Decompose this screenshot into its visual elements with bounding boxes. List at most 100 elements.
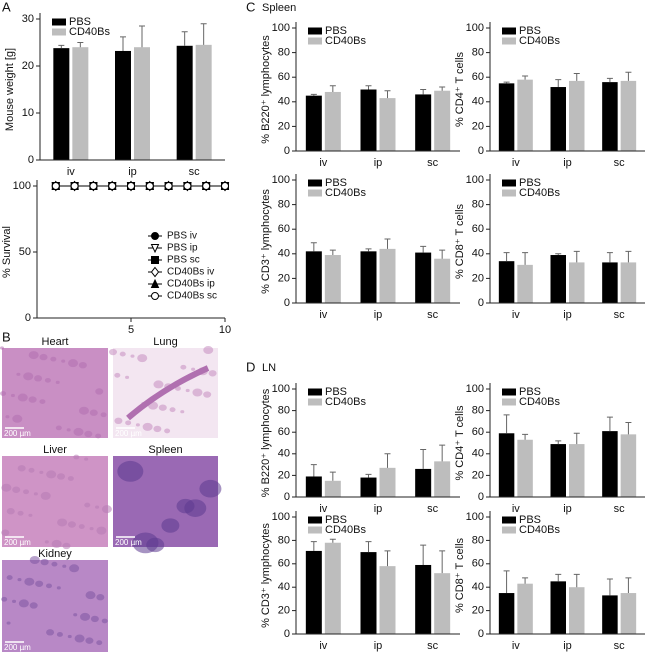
tissue-texture (44, 540, 49, 544)
tissue-texture (39, 353, 48, 361)
tissue-texture (68, 359, 79, 368)
bar (550, 255, 566, 303)
tissue-texture (142, 422, 153, 431)
error-bar (555, 573, 562, 582)
tissue-texture (73, 613, 78, 617)
tissue-texture (119, 351, 126, 357)
x-tick-label: sc (427, 157, 439, 169)
scale-label: 200 µm (115, 538, 142, 547)
legend-swatch (308, 179, 322, 187)
legend-label: CD40Bs (519, 396, 560, 408)
error-bar (625, 421, 632, 435)
panel-title: LN (262, 362, 276, 374)
bar (360, 552, 377, 634)
y-tick-label: 100 (466, 383, 484, 395)
tissue-texture (153, 380, 164, 389)
point (221, 182, 229, 190)
y-tick-label: 0 (284, 491, 290, 503)
error-bar (58, 44, 65, 49)
image-label: Lung (153, 336, 177, 348)
legend-marker (151, 292, 159, 300)
bar (498, 593, 515, 634)
tissue-texture (46, 629, 55, 636)
y-axis-label: % Survival (1, 226, 13, 278)
x-tick-label: ip (563, 309, 572, 321)
y-tick-label: 20 (472, 469, 484, 481)
error-bar (365, 85, 372, 90)
tissue-texture (24, 577, 35, 586)
bar (305, 251, 322, 303)
point (202, 182, 211, 190)
error-bar (573, 573, 580, 588)
x-tick-label: sc (614, 309, 626, 321)
bar (379, 248, 396, 303)
y-tick-label: 100 (272, 22, 290, 34)
y-tick-label: 20 (278, 272, 290, 284)
legend-label: PBS (325, 514, 347, 526)
legend-label: PBS sc (167, 255, 200, 266)
tissue-texture (95, 433, 102, 439)
legend-label: CD40Bs (519, 187, 560, 199)
tissue-texture (6, 575, 13, 580)
error-bar (420, 245, 427, 253)
tissue-texture (161, 518, 180, 533)
x-tick-label: sc (427, 640, 439, 652)
error-bar (606, 578, 613, 596)
legend-label: PBS (325, 386, 347, 398)
legend-swatch (502, 398, 516, 406)
point (164, 182, 173, 190)
tissue-texture (12, 414, 23, 423)
x-tick-label: iv (512, 503, 520, 515)
y-axis-label: % CD8⁺ T cells (454, 203, 466, 279)
x-tick-label: ip (374, 309, 383, 321)
tissue-texture (96, 526, 107, 535)
x-tick-label: sc (614, 157, 626, 169)
x-tick-label: sc (427, 503, 439, 515)
tissue-texture (199, 479, 222, 498)
tissue-texture (1, 483, 12, 492)
tissue-texture (28, 351, 39, 360)
legend-label: CD40Bs iv (167, 267, 214, 278)
tissue-texture (45, 583, 52, 589)
bar (360, 251, 377, 303)
image-label: Kidney (38, 548, 72, 560)
bar (569, 80, 585, 151)
bar (517, 264, 533, 303)
airway (126, 365, 210, 421)
tissue-texture (40, 558, 49, 566)
tissue-texture (1, 596, 8, 602)
error-bar (573, 250, 580, 263)
legend-swatch (308, 27, 322, 35)
scale-label: 200 µm (4, 643, 31, 652)
tissue-texture (208, 370, 217, 377)
legend-marker (150, 278, 160, 288)
tissue-texture (80, 612, 91, 621)
tissue-texture (55, 425, 62, 431)
legend-swatch (308, 516, 322, 524)
y-tick-label: 30 (22, 13, 34, 25)
x-tick-label: iv (512, 309, 520, 321)
y-axis-label: % CD3⁺ lymphocytes (260, 523, 272, 628)
tissue-texture (51, 561, 58, 567)
error-bar (606, 416, 613, 432)
y-tick-label: 20 (472, 120, 484, 132)
bar (434, 258, 451, 303)
y-tick-label: 100 (13, 180, 31, 192)
tissue-texture (28, 396, 37, 403)
tissue-texture (29, 556, 40, 564)
tissue-texture (33, 492, 38, 496)
error-bar (329, 471, 336, 481)
error-bar (503, 570, 510, 594)
tissue-texture (185, 388, 190, 393)
y-tick-label: 40 (278, 448, 290, 460)
y-tick-label: 40 (278, 248, 290, 260)
tissue-texture (114, 417, 123, 425)
y-tick-label: 60 (472, 558, 484, 570)
tissue-texture (180, 410, 185, 414)
tissue-texture (35, 580, 44, 587)
y-tick-label: 20 (472, 605, 484, 617)
histology-image (2, 560, 108, 652)
y-tick-label: 80 (278, 199, 290, 211)
y-tick-label: 0 (478, 491, 484, 503)
y-tick-label: 80 (472, 534, 484, 546)
